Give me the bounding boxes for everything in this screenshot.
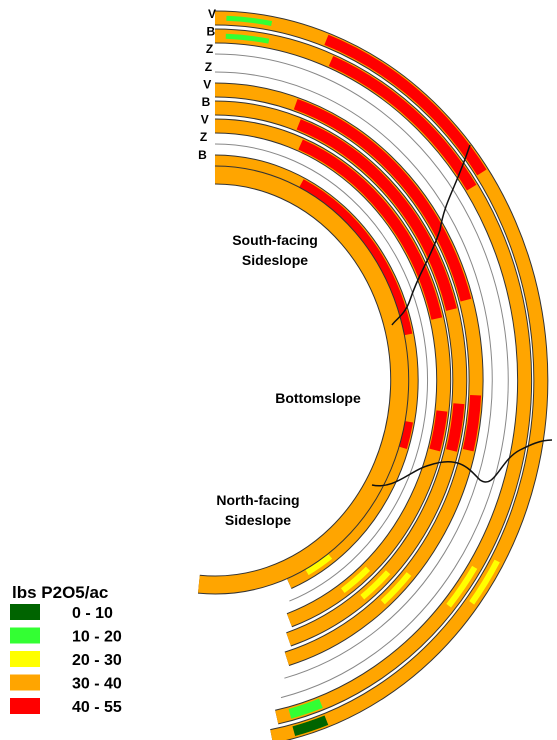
legend-title: lbs P2O5/ac [12,583,108,602]
legend-swatch [10,604,40,620]
ring-segment [340,566,371,594]
ring-label: Z [205,60,212,74]
ring-label: V [203,77,211,91]
region-label: Sideslope [242,252,308,268]
legend-label: 10 - 20 [72,629,122,646]
ring-outline [214,53,509,699]
legend-label: 30 - 40 [72,676,122,693]
legend-swatch [10,674,40,691]
ring-segment [305,554,333,576]
ring-label: Z [206,42,213,56]
legend-swatch [10,651,40,667]
ring-segment [226,15,273,26]
ring-label: B [198,148,207,162]
ring-segment [288,698,323,719]
ring [198,166,409,594]
ring-segment [292,715,329,737]
ring-segment [469,559,500,605]
ring-label: B [202,95,211,109]
ring-segment [446,403,465,452]
legend-label: 40 - 55 [72,699,122,716]
ring-label: B [206,25,215,39]
ring-segment [225,33,270,44]
field-rings [197,10,549,740]
ring-label: V [208,7,216,21]
legend: lbs P2O5/ac 0 - 10 10 - 20 20 - 30 30 - 40 40… [10,583,122,716]
ring-outline [214,71,493,679]
ring-label: Z [200,130,207,144]
ring-label: V [201,113,209,127]
region-label: Sideslope [225,512,291,528]
ring-segment [293,99,472,302]
legend-label: 20 - 30 [72,652,122,669]
ring [214,155,418,589]
ring-segment [328,55,477,191]
ring-segment [296,119,457,311]
region-label: North-facing [216,492,299,508]
legend-swatch [10,627,40,644]
ring-segment [298,179,413,336]
ring-segment [396,420,414,449]
ring-segment [380,572,412,605]
boundary-line [391,144,471,326]
legend-swatch [10,698,40,714]
ring-segment [462,394,482,452]
ring-outline [214,143,428,602]
region-label: Bottomslope [275,390,361,406]
boundary-line [371,439,553,487]
region-label: South-facing [232,232,318,248]
ring-segment [446,565,478,608]
legend-label: 0 - 10 [72,605,113,622]
ring-segment [429,410,448,452]
ring-segment [360,570,391,600]
ring-segment [298,139,443,320]
region-labels: South-facing Sideslope Bottomslope North-fa… [216,232,361,528]
